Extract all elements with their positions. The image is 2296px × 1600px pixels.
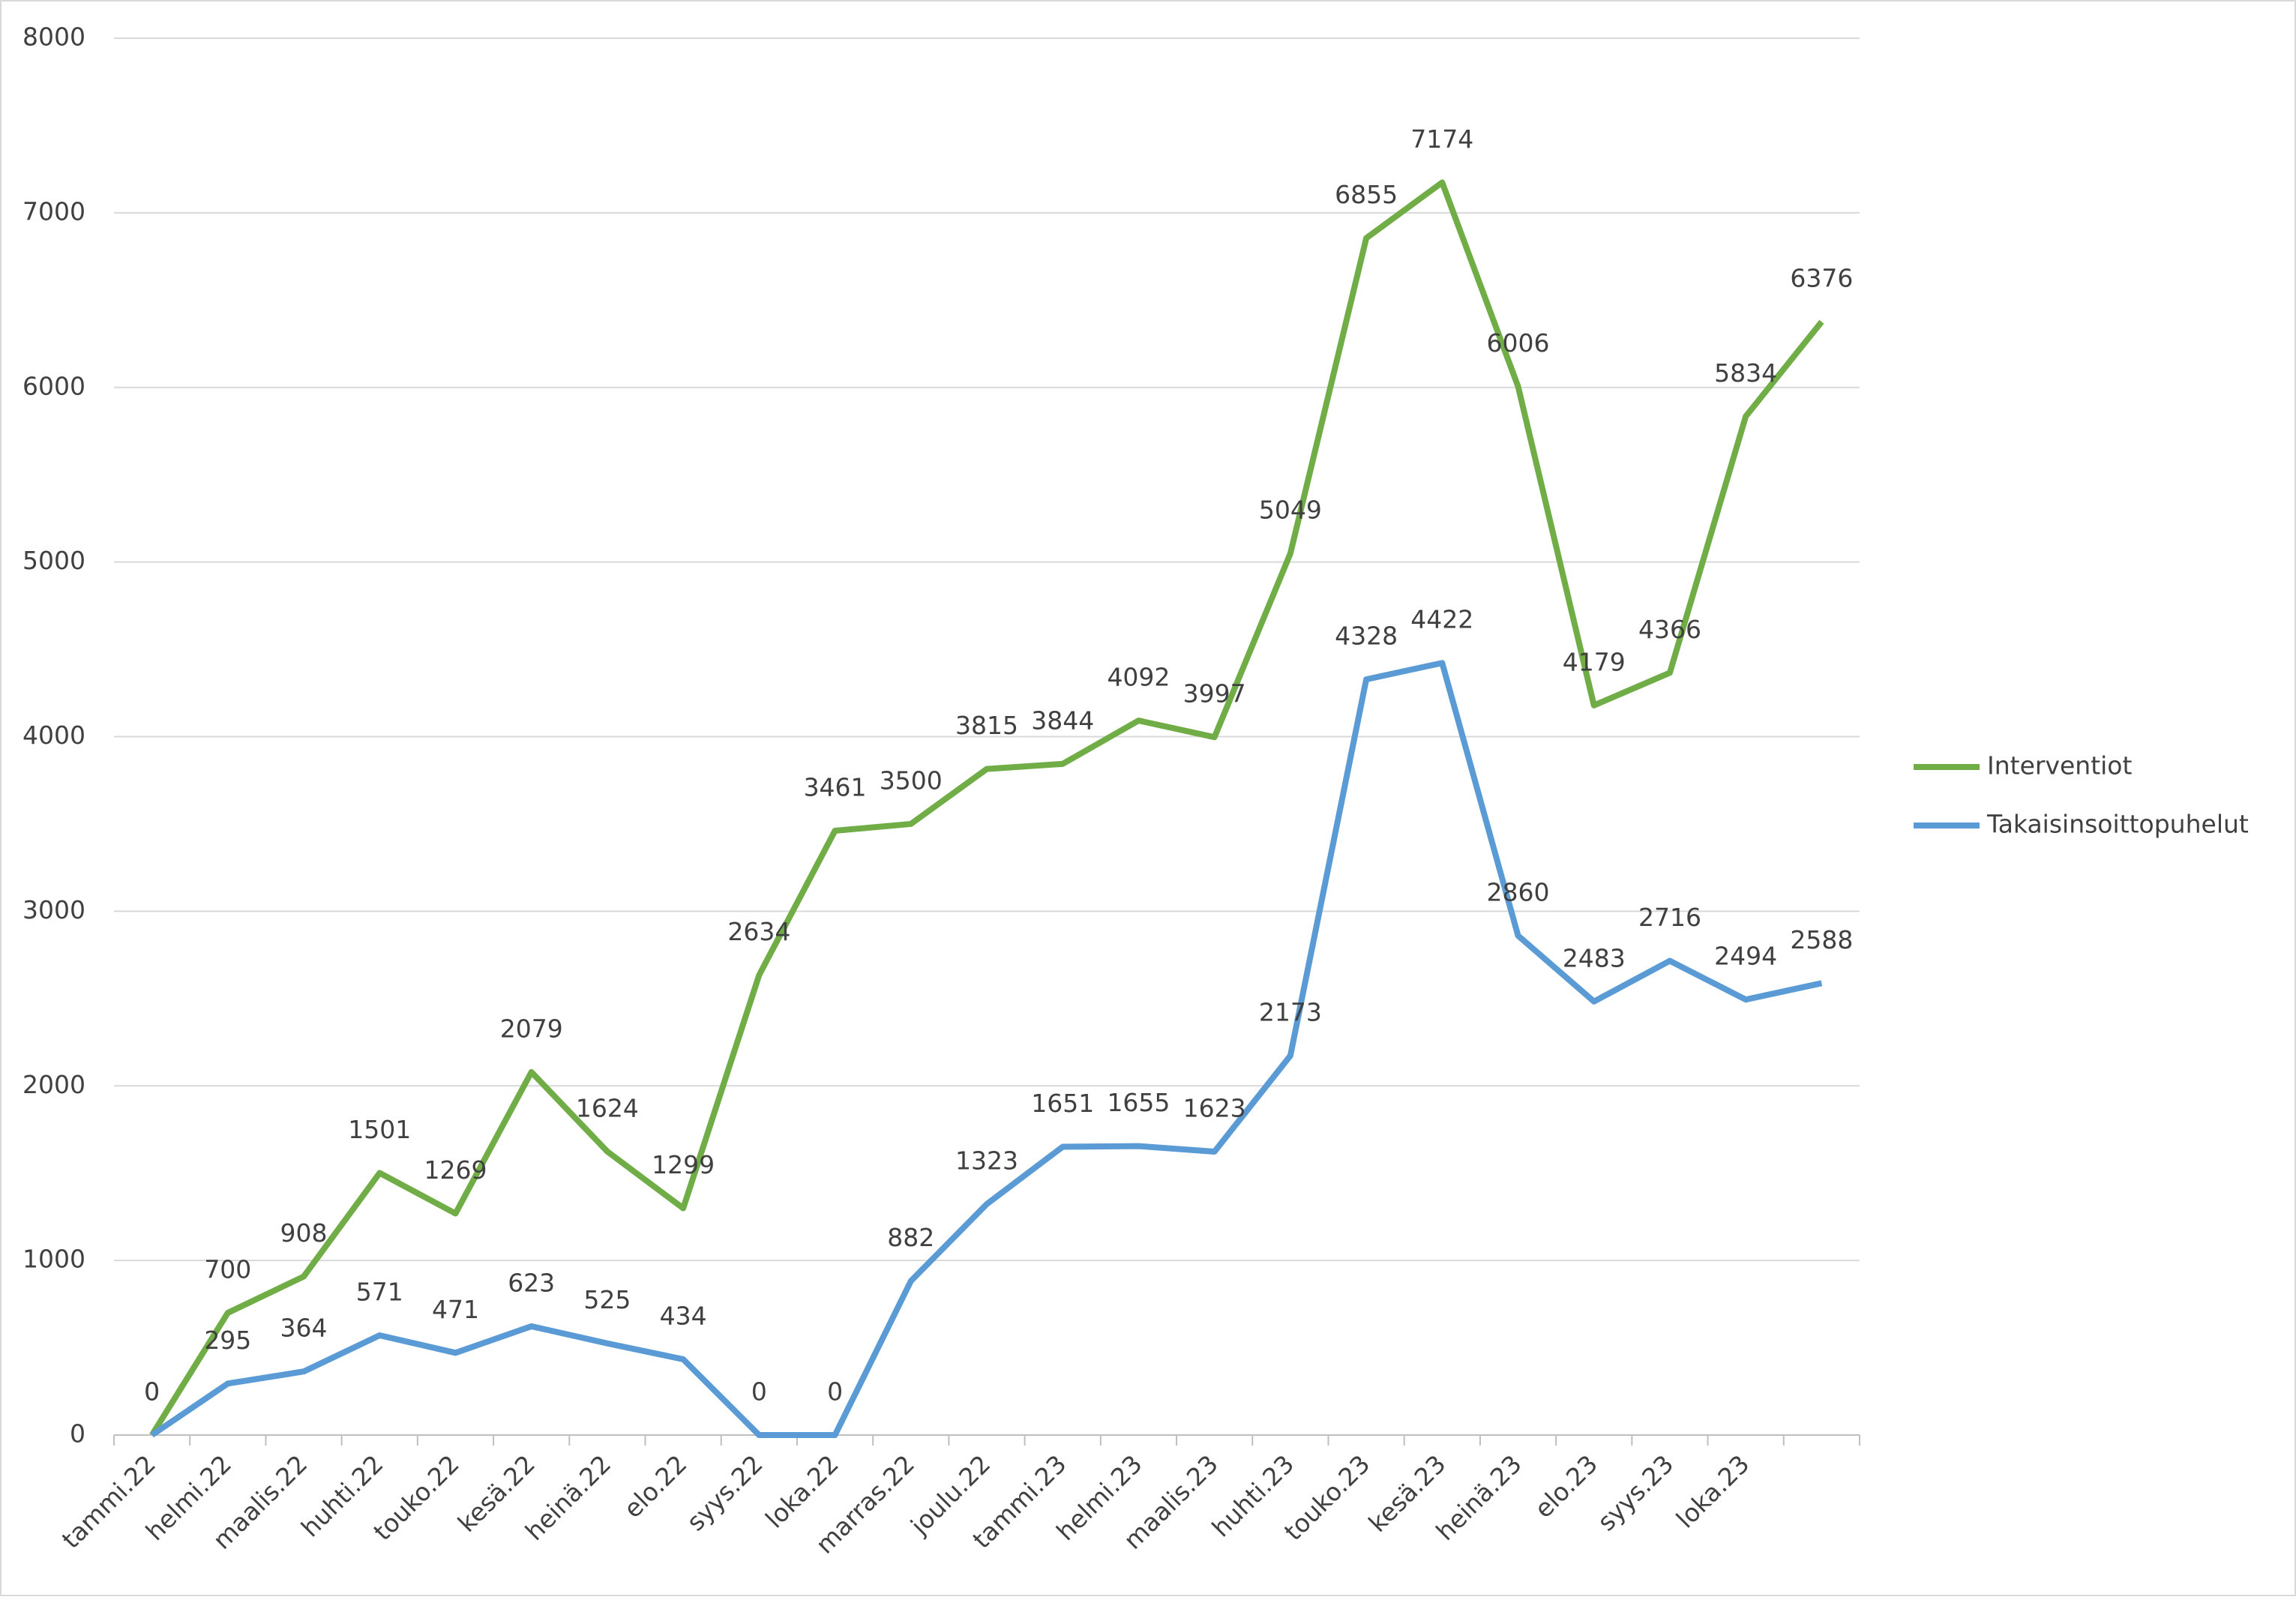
data-label: 2079 [500,1014,563,1043]
series-line [150,660,1823,1438]
y-tick-label: 5000 [22,546,85,575]
data-label: 1299 [652,1150,715,1179]
data-label: 882 [887,1223,934,1252]
y-tick-label: 1000 [22,1245,85,1274]
data-label: 3461 [804,773,867,802]
data-label: 7174 [1410,124,1473,154]
y-tick-label: 6000 [22,371,85,400]
y-tick-label: 4000 [22,721,85,750]
data-label: 3997 [1183,679,1246,709]
data-label: 2588 [1790,925,1853,954]
data-label: 0 [751,1377,767,1407]
data-label: 5834 [1714,358,1777,388]
data-label: 2634 [727,917,790,946]
data-label: 4366 [1638,615,1701,644]
legend-label: Takaisinsoittopuhelut [1986,810,2249,839]
y-tick-label: 8000 [22,22,85,52]
y-tick-label: 2000 [22,1070,85,1099]
data-label: 471 [432,1295,479,1324]
data-label: 1624 [576,1093,639,1122]
data-label: 908 [280,1218,328,1248]
data-label: 0 [827,1377,843,1407]
data-label: 4179 [1563,647,1626,676]
y-tick-label: 3000 [22,895,85,924]
legend-label: Interventiot [1987,751,2133,781]
data-label: 0 [144,1377,160,1407]
data-label: 6006 [1487,328,1550,358]
data-label: 2494 [1714,942,1777,971]
data-label: 434 [660,1301,707,1330]
data-label: 2483 [1563,943,1626,972]
y-tick-label: 7000 [22,196,85,226]
data-label: 364 [280,1314,328,1343]
data-label: 3844 [1031,706,1094,735]
data-label: 4422 [1410,605,1473,634]
data-label: 623 [508,1268,555,1297]
data-label: 1655 [1107,1088,1170,1117]
data-label: 5049 [1259,496,1322,525]
data-label: 295 [204,1326,251,1355]
y-tick-label: 0 [70,1419,85,1449]
data-label: 1623 [1183,1094,1246,1123]
data-label: 4328 [1335,622,1398,651]
data-label: 525 [583,1285,631,1314]
data-label: 3815 [955,711,1018,740]
data-label: 3500 [880,766,943,795]
data-label: 571 [356,1278,403,1307]
data-label: 700 [204,1254,251,1284]
data-label: 1501 [348,1115,411,1144]
data-label: 4092 [1107,663,1170,692]
data-label: 2173 [1259,997,1322,1026]
data-label: 1269 [424,1155,487,1185]
data-label: 6855 [1335,180,1398,209]
data-label: 2716 [1638,903,1701,932]
data-label: 6376 [1790,264,1853,293]
data-label: 2860 [1487,877,1550,906]
series-line [149,179,1824,1437]
data-label: 1651 [1031,1089,1094,1118]
data-label: 0 [144,1377,160,1407]
data-label: 1323 [955,1146,1018,1175]
